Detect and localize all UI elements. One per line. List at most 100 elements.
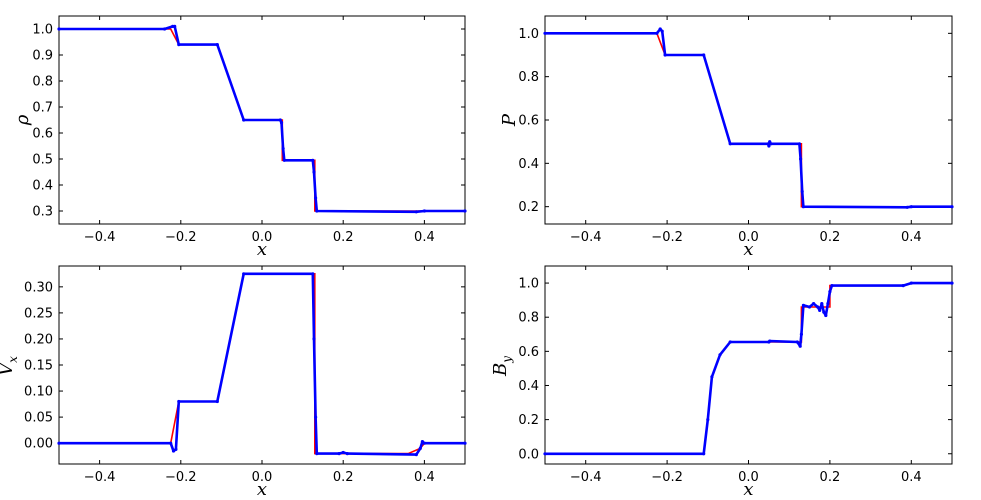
y-tick-label: 0.3 [32,205,53,220]
numerical-solution-point [830,284,834,288]
numerical-solution-point [909,205,913,209]
numerical-solution-point [414,210,418,214]
numerical-solution-point [171,449,176,453]
x-tick-label: −0.4 [84,470,116,485]
numerical-solution-point [663,53,667,57]
y-tick-label: 0.10 [24,385,53,400]
numerical-solution-point [57,27,61,31]
numerical-solution-point [312,337,316,341]
x-tick-label: −0.2 [165,230,197,245]
y-tick-label: 0.15 [24,359,53,374]
y-tick-label: 0.6 [518,345,539,360]
numerical-solution-point [769,142,773,146]
numerical-solution-point [799,157,803,161]
numerical-solution-point [768,339,772,343]
numerical-solution-point [215,399,219,404]
numerical-solution-point [169,441,173,445]
numerical-solution-point [660,29,664,33]
y-tick-label: 0.8 [32,75,53,90]
numerical-solution-point [177,43,181,47]
y-tick-label: 0.5 [32,153,53,168]
y-tick-label: 0.7 [32,101,53,116]
numerical-solution-point [795,340,799,344]
rho-panel: −0.4 −0.2 0.0 0.2 0.4 0.3 0.4 0.5 0.6 0.7 0.8 0.9 1.… [12,15,467,260]
y-tick-label: 0.8 [518,70,539,85]
numerical-solution-point [337,452,341,456]
numerical-solution-point [799,332,804,336]
numerical-solution-line [545,27,952,209]
x-tick-label: 0.4 [414,470,435,485]
y-tick-label: 1.0 [32,23,53,38]
numerical-solution-line [59,25,465,214]
numerical-solution-point [314,196,318,200]
plot-frame [58,265,466,465]
y-axis-subscript: x [6,356,20,363]
numerical-solution-point [801,205,806,209]
y-tick-label: 0.6 [518,114,539,129]
numerical-solution-point [215,43,219,47]
numerical-solution-point [282,158,286,162]
x-axis-label: x [743,239,753,260]
numerical-solution-point [418,446,422,450]
x-tick-label: 0.2 [333,470,354,485]
numerical-solution-point [767,144,771,148]
numerical-solution-point [820,302,824,306]
x-axis-label: x [257,239,267,260]
numerical-solution-point [279,121,284,125]
numerical-solution-point [312,170,316,174]
y-tick-label: 0.4 [518,157,539,172]
x-tick-label: 0.0 [738,230,759,245]
y-tick-label: 0.4 [32,179,53,194]
numerical-solution-point [655,31,659,35]
numerical-solution-point [315,452,319,456]
numerical-solution-point [173,24,177,28]
y-tick-label: 0.0 [518,447,539,462]
numerical-solution-point [414,453,418,457]
y-axis-label: P [499,113,520,127]
y-tick-label: 0.6 [32,127,53,142]
numerical-solution-point [57,441,61,445]
numerical-solution-point [818,308,822,312]
y-tick-label: 0.9 [32,49,53,64]
numerical-solution-point [822,310,826,314]
numerical-solution-point [718,353,722,357]
numerical-solution-point [463,209,467,213]
numerical-solution-point [706,418,710,422]
y-tick-label: 0.05 [24,411,53,426]
numerical-solution-point [658,27,662,31]
reference-solution-line [545,32,952,209]
numerical-solution-point [828,290,832,294]
y-axis-symbol: V [0,361,17,376]
numerical-solution-point [901,284,905,288]
numerical-solution-point [345,452,349,456]
numerical-solution-point [909,281,913,285]
x-tick-label: 0.4 [901,230,922,245]
by-panel: −0.4 −0.2 0.0 0.2 0.4 0.0 0.2 0.4 0.6 0.8 1.0 x By [490,265,954,500]
numerical-solution-point [314,415,318,419]
numerical-solution-point [163,27,167,31]
y-tick-label: 0.30 [24,280,53,295]
numerical-solution-point [341,450,345,455]
y-axis-label: Vx [0,356,20,376]
numerical-solution-point [816,305,820,309]
numerical-solution-point [311,158,315,162]
numerical-solution-point [728,142,732,146]
x-tick-label: −0.4 [570,230,602,245]
numerical-solution-point [463,441,467,445]
numerical-solution-point [950,281,954,285]
numerical-solution-line [59,272,465,456]
y-axis-subscript: y [500,356,514,364]
numerical-solution-point [543,31,547,35]
y-tick-label: 0.8 [518,311,539,326]
numerical-solution-point [281,147,285,151]
numerical-solution-point [824,313,828,318]
numerical-solution-point [798,344,802,348]
y-axis-symbol: ρ [12,114,33,126]
x-tick-label: −0.2 [651,470,683,485]
numerical-solution-point [702,53,706,57]
y-tick-label: 1.0 [518,277,539,292]
pressure-panel: −0.4 −0.2 0.0 0.2 0.4 0.2 0.4 0.6 0.8 1.0 x P [499,15,954,260]
x-axis-label: x [257,479,267,500]
x-tick-label: 0.4 [414,230,435,245]
